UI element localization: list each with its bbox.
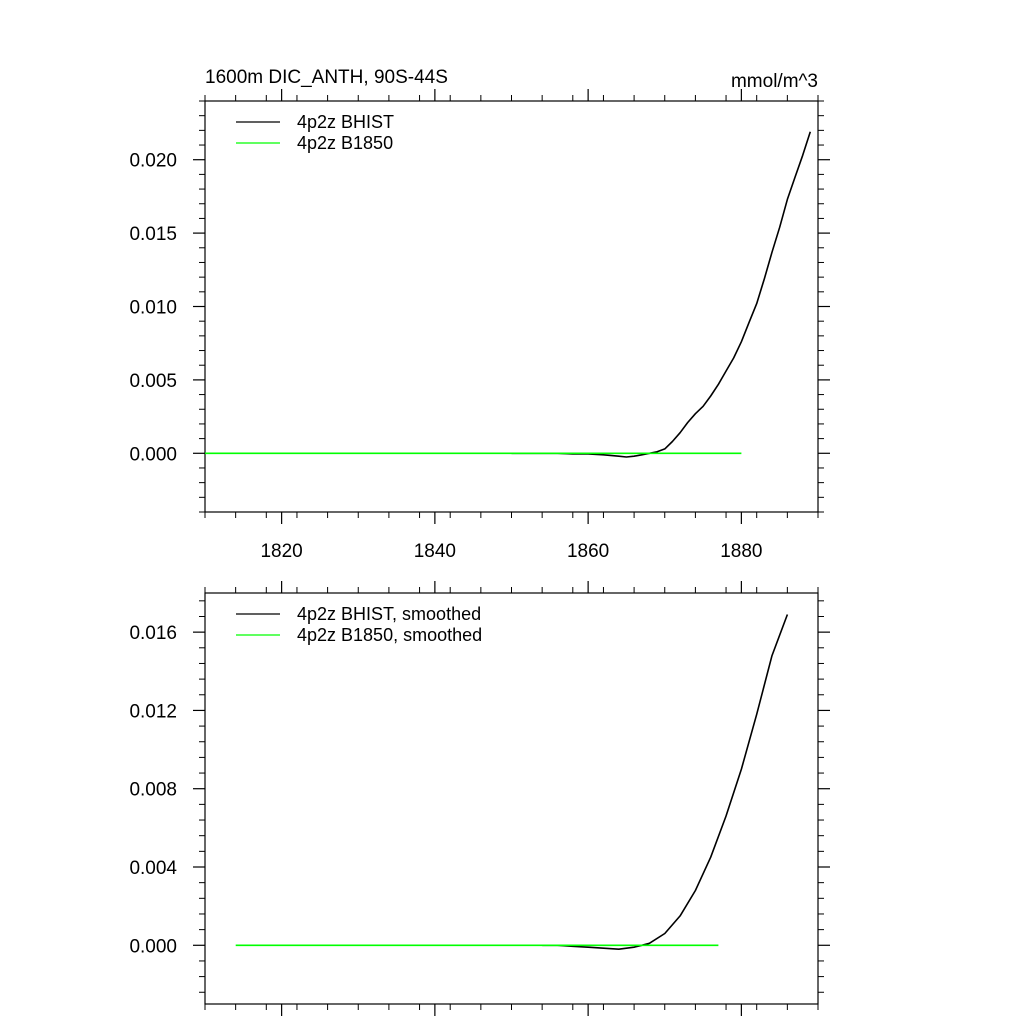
bottom-y-tick-label: 0.012 — [129, 701, 177, 722]
bottom-y-tick-label: 0.004 — [129, 858, 177, 879]
bottom-y-tick-label: 0.000 — [129, 936, 177, 957]
bottom-series-line-bhist — [542, 614, 789, 951]
bottom-chart-legend: 4p2z BHIST, smoothed 4p2z B1850, smoothe… — [236, 604, 482, 645]
top-x-tick-label: 1820 — [260, 541, 302, 562]
bottom-chart-lines — [235, 614, 789, 951]
bottom-y-tick-label: 0.016 — [129, 623, 177, 644]
top-y-tick-label: 0.000 — [129, 444, 177, 465]
top-y-tick-label: 0.020 — [129, 151, 177, 172]
legend-label-b1850: 4p2z B1850 — [297, 133, 393, 153]
top-chart-ticks: 1820 1840 1860 1880 0.000 0.005 0.010 0.015 0.02… — [129, 89, 830, 562]
top-chart-frame — [204, 100, 819, 513]
top-chart-panel: 1600m DIC_ANTH, 90S-44S mmol/m^3 1820 184… — [129, 67, 830, 562]
top-x-tick-label: 1880 — [720, 541, 762, 562]
top-chart-legend: 4p2z BHIST 4p2z B1850 — [236, 112, 394, 153]
bottom-y-tick-label: 0.008 — [129, 780, 177, 801]
top-series-line-bhist — [511, 131, 812, 458]
top-y-tick-label: 0.010 — [129, 298, 177, 319]
top-x-tick-label: 1840 — [414, 541, 456, 562]
bottom-chart-frame — [204, 592, 819, 1005]
top-chart-units: mmol/m^3 — [731, 71, 818, 92]
top-x-tick-label: 1860 — [567, 541, 609, 562]
legend-label-b1850-smoothed: 4p2z B1850, smoothed — [297, 625, 482, 645]
legend-label-bhist: 4p2z BHIST — [297, 112, 394, 132]
bottom-chart-panel: 0.000 0.004 0.008 0.012 0.016 4p2z BHIST, sm… — [129, 581, 830, 1016]
top-chart-lines — [205, 131, 812, 458]
top-y-tick-label: 0.015 — [129, 224, 177, 245]
top-chart-title: 1600m DIC_ANTH, 90S-44S — [205, 67, 448, 88]
legend-label-bhist-smoothed: 4p2z BHIST, smoothed — [297, 604, 481, 624]
top-y-tick-label: 0.005 — [129, 371, 177, 392]
bottom-chart-ticks: 0.000 0.004 0.008 0.012 0.016 — [129, 581, 830, 1016]
